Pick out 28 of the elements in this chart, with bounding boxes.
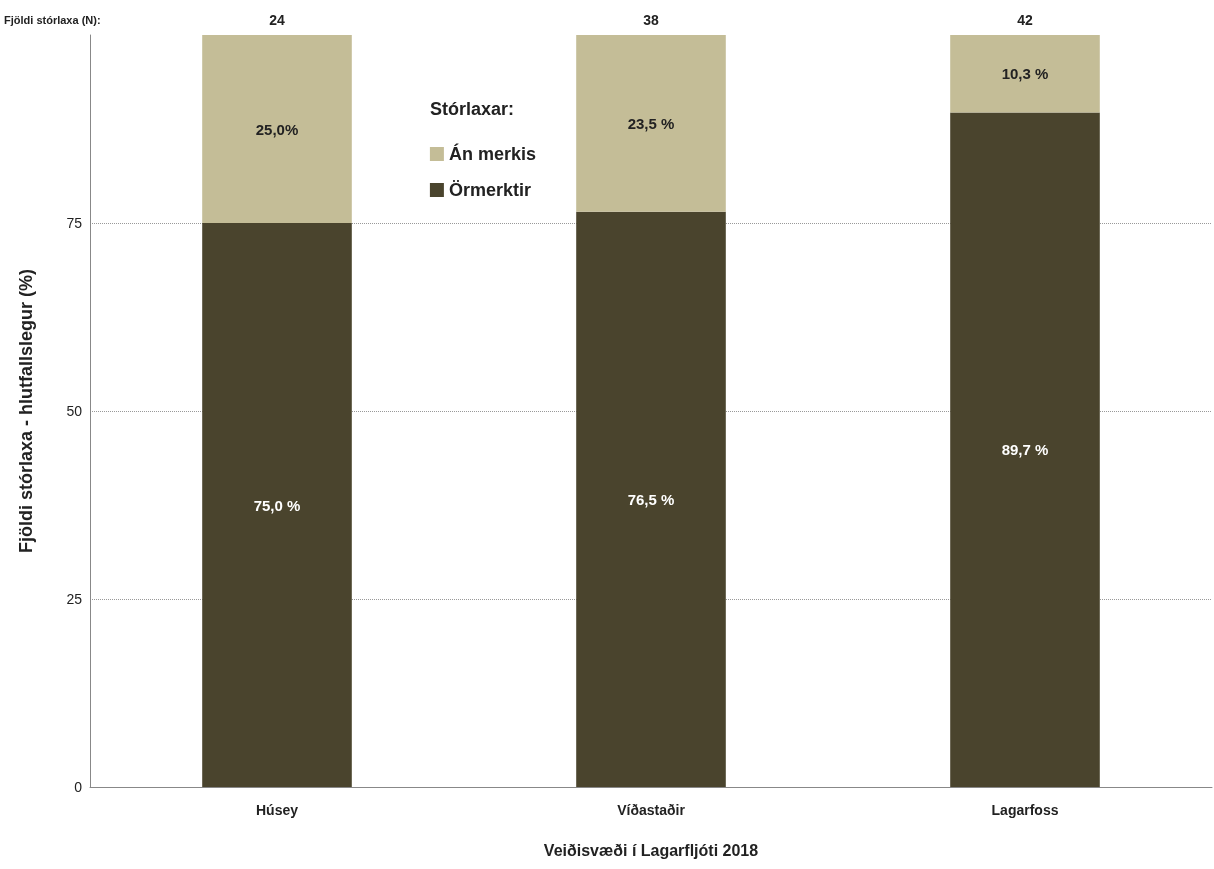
- text: 24: [269, 12, 285, 28]
- legend-title: Stórlaxar:: [429, 99, 514, 119]
- bar: [950, 112, 1100, 787]
- x-tick-label: Víðastaðir: [617, 802, 686, 818]
- x-tick-label: Lagarfoss: [991, 802, 1059, 818]
- data-label: 89,7 %: [1001, 441, 1049, 459]
- bar: [202, 35, 352, 223]
- text: 42: [1017, 12, 1033, 28]
- x-axis-title: Veiðisvæði í Lagarfljóti 2018: [543, 841, 759, 859]
- text: Fjöldi stórlaxa (N):: [4, 13, 101, 26]
- data-label: 25,0%: [255, 120, 299, 138]
- y-tick-label: 50: [66, 403, 83, 419]
- legend-label: Án merkis: [448, 143, 536, 164]
- y-tick-label: 75: [66, 215, 83, 231]
- bar: [202, 223, 352, 787]
- data-label: 75,0 %: [253, 496, 301, 514]
- bar: [576, 211, 726, 787]
- bar: [950, 35, 1100, 113]
- data-label: 76,5 %: [627, 490, 675, 508]
- y-axis-title: Fjöldi stórlaxa - hlutfallslegur (%): [16, 268, 36, 554]
- data-label: 23,5 %: [627, 114, 675, 132]
- data-label: 10,3 %: [1001, 65, 1049, 83]
- y-tick-label: 0: [74, 779, 83, 795]
- text: 38: [643, 12, 659, 28]
- x-tick-label: Húsey: [255, 802, 299, 818]
- bar: [576, 35, 726, 212]
- y-tick-label: 25: [66, 591, 83, 607]
- legend-label: Örmerktir: [448, 180, 531, 200]
